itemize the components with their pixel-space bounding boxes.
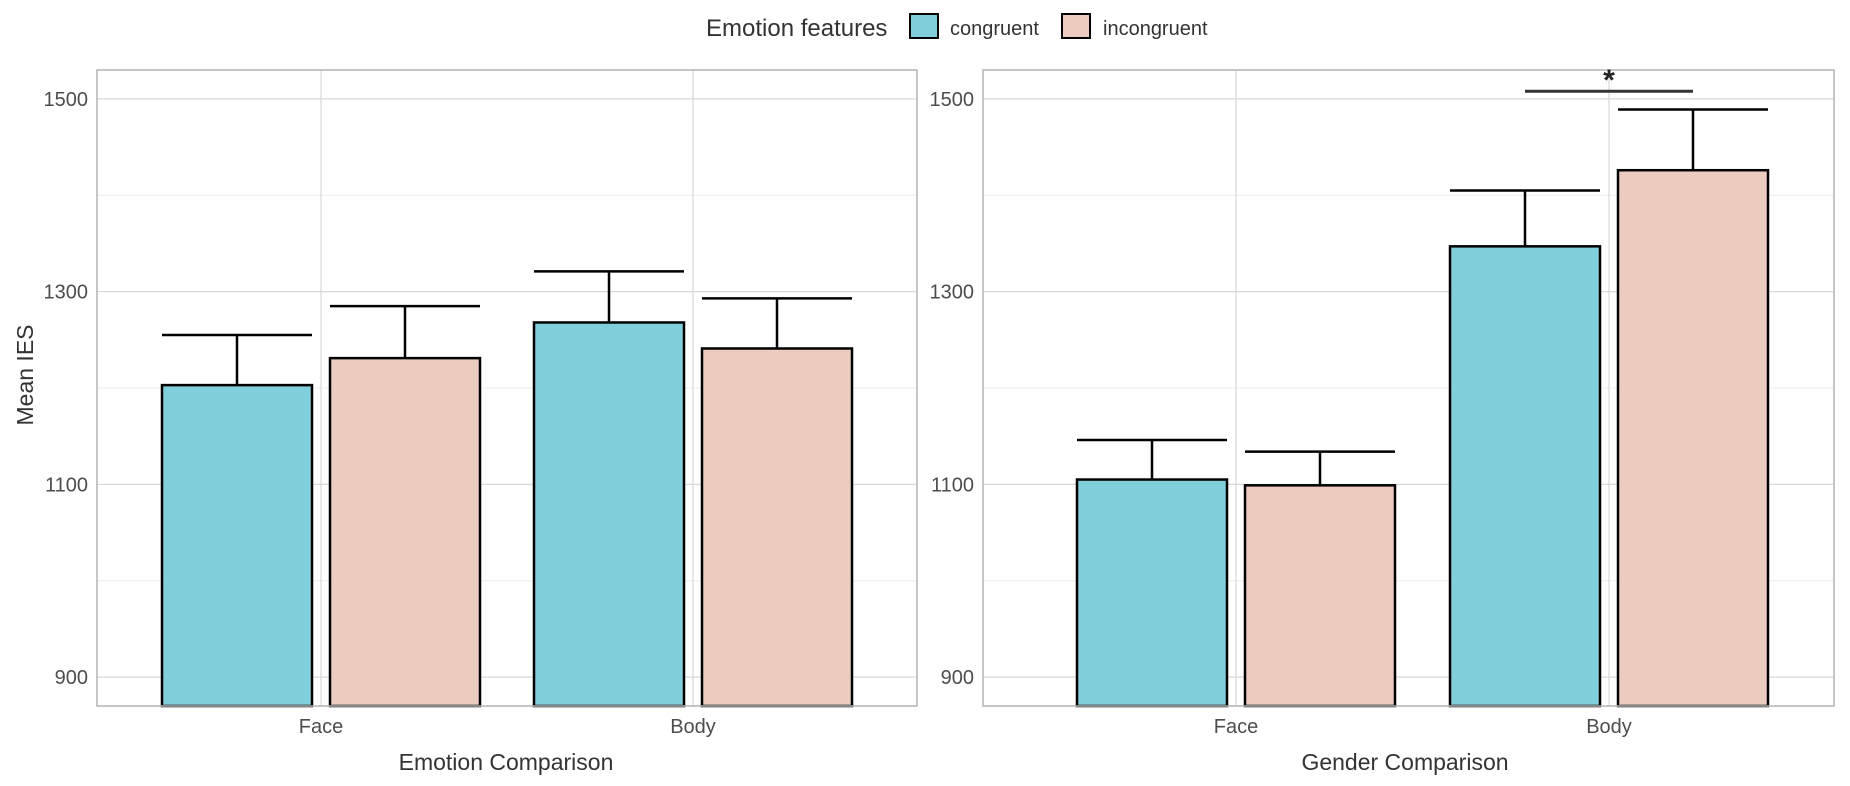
bar-incongruent-face	[1243, 484, 1397, 708]
panel-emotion-comparison: Mean IES Emotion Comparison 900 1100 1300 1…	[12, 69, 918, 775]
x-tick-label: Body	[1586, 716, 1632, 738]
bar-incongruent-body	[1616, 168, 1770, 708]
y-tick-label: 1100	[931, 474, 974, 496]
x-tick-label: Face	[1214, 716, 1258, 738]
legend-label-congruent: congruent	[950, 18, 1039, 40]
legend-swatch-incongruent	[1061, 13, 1091, 39]
error-bar-incongruent-body	[702, 297, 852, 349]
significance-star: *	[1603, 64, 1615, 97]
y-tick-label: 1300	[44, 282, 89, 304]
x-tick-label: Face	[299, 716, 343, 738]
y-tick-label: 1500	[930, 89, 975, 111]
error-bar-congruent-body	[534, 270, 684, 323]
y-tick-label: 1100	[45, 474, 88, 496]
legend-title: Emotion features	[706, 15, 887, 42]
x-axis-title-emotion: Emotion Comparison	[399, 749, 614, 775]
panel-border	[96, 69, 918, 707]
bar-congruent-face	[1075, 478, 1229, 708]
error-bar-incongruent-face	[1245, 450, 1395, 486]
y-tick-label: 900	[55, 667, 88, 689]
bar-incongruent-body	[700, 347, 854, 708]
legend-swatch-congruent	[909, 13, 939, 39]
bar-congruent-face	[160, 383, 314, 708]
x-tick-label: Body	[670, 716, 716, 738]
x-axis-title-gender: Gender Comparison	[1301, 749, 1508, 775]
bar-congruent-body	[532, 321, 686, 708]
panel-border	[982, 69, 1835, 707]
legend: Emotion features congruent incongruent	[706, 13, 1208, 42]
error-bar-congruent-face	[162, 333, 312, 386]
error-bar-congruent-body	[1450, 189, 1600, 247]
legend-label-incongruent: incongruent	[1103, 18, 1208, 40]
bar-congruent-body	[1448, 245, 1602, 708]
panel-gender-comparison: Gender Comparison 900 1100 1300 1500 Face Bod…	[930, 64, 1835, 775]
significance-annotation: *	[1525, 64, 1693, 97]
y-tick-label: 1500	[44, 89, 89, 111]
bar-incongruent-face	[328, 356, 482, 708]
error-bar-incongruent-face	[330, 304, 480, 359]
y-tick-label: 900	[941, 667, 974, 689]
y-tick-label: 1300	[930, 282, 975, 304]
y-axis-title: Mean IES	[12, 325, 38, 426]
error-bar-incongruent-body	[1618, 108, 1768, 171]
error-bar-congruent-face	[1077, 438, 1227, 480]
